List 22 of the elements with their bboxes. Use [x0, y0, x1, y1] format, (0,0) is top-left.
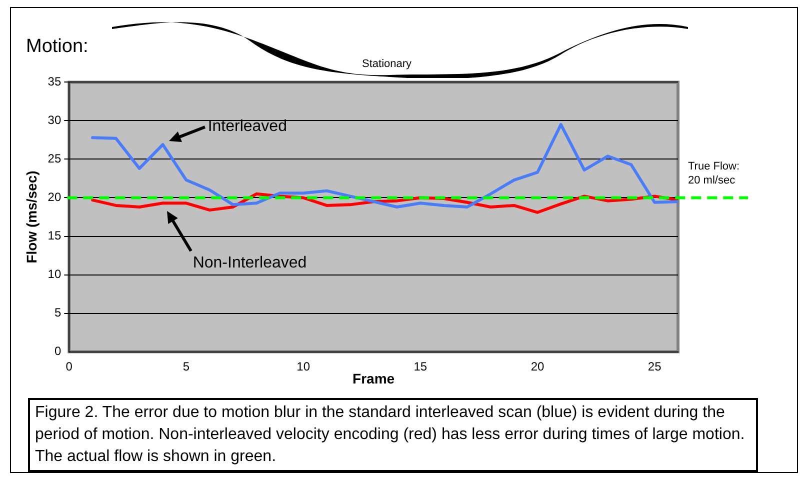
- text: Non-Interleaved: [192, 254, 307, 272]
- y-tick-label: 0: [54, 344, 62, 358]
- x-tick-label: 0: [66, 359, 73, 374]
- x-tick-label: 5: [182, 359, 190, 374]
- x-tick-label: 25: [648, 359, 662, 374]
- y-tick-label: 10: [48, 267, 62, 282]
- x-tick-label: 15: [414, 359, 428, 374]
- text: Interleaved: [208, 118, 287, 135]
- y-tick-label: 15: [48, 228, 62, 243]
- x-tick-label: 20: [530, 359, 544, 374]
- x-axis-title: Frame: [352, 370, 395, 386]
- caption: Figure 2. The error due to motion blur in the standard interleaved scan (blue) is evident during the period of motion. Non-interleaved velocity encoding (red) has less error during times of large motion. The actual flow is shown in green.: [28, 398, 758, 472]
- y-tick-label: 35: [48, 74, 62, 89]
- text: Stationary: [362, 58, 412, 70]
- y-tick-label: 5: [54, 306, 62, 320]
- x-tick-label: 10: [296, 359, 310, 374]
- ref-line-label: True Flow: 20 ml/sec: [688, 160, 740, 187]
- y-axis-title: Flow (ms/sec): [23, 170, 40, 264]
- text: Motion:: [26, 36, 88, 58]
- y-tick-label: 25: [48, 152, 62, 166]
- y-tick-label: 20: [48, 190, 62, 204]
- y-tick-label: 30: [48, 113, 62, 128]
